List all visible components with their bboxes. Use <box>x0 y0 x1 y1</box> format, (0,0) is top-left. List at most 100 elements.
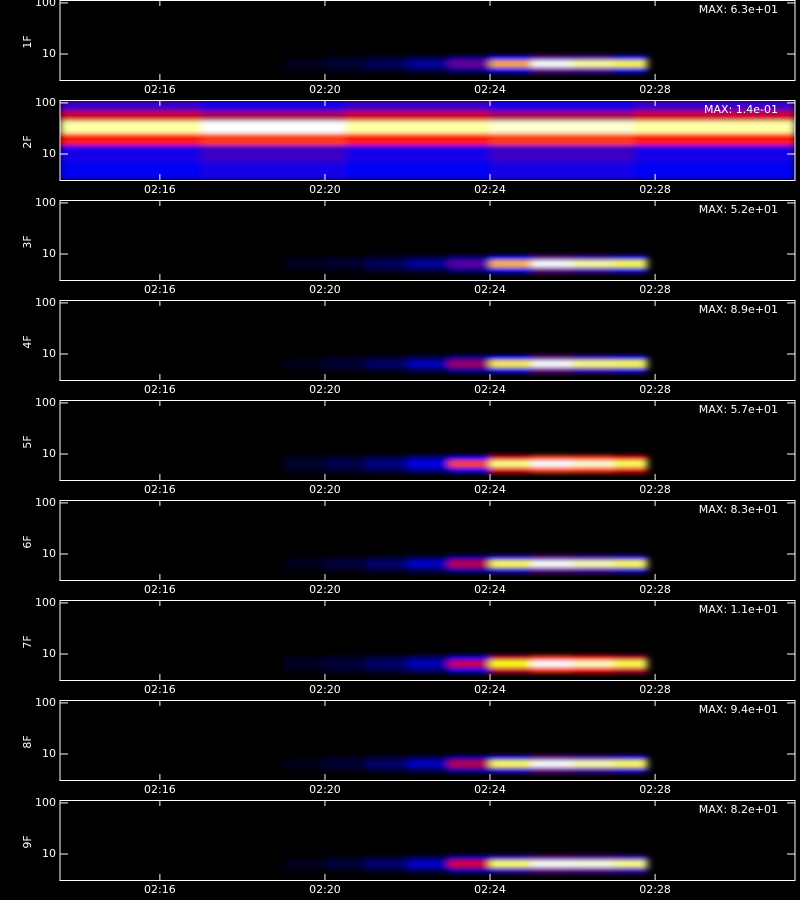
y-axis-label: 4F <box>21 335 34 348</box>
heatmap-cells <box>283 755 648 774</box>
heat-cell <box>572 67 615 74</box>
heat-cell <box>448 655 491 661</box>
heat-cell <box>407 755 450 761</box>
heat-cell <box>366 660 408 668</box>
heat-cell <box>572 355 615 361</box>
x-tick-label: 02:20 <box>309 283 341 296</box>
heat-cell <box>345 133 491 146</box>
heat-cell <box>324 460 367 468</box>
heat-cell <box>531 755 574 761</box>
heat-cell <box>324 655 367 661</box>
x-tick-label: 02:24 <box>474 383 506 396</box>
max-annotation: MAX: 8.9e+01 <box>699 303 778 316</box>
heat-cell <box>283 867 326 874</box>
heat-cell <box>345 100 491 111</box>
plot-frame <box>59 200 796 281</box>
y-tick-label: 100 <box>35 796 56 809</box>
heat-cell <box>490 555 532 561</box>
max-annotation: MAX: 1.4e-01 <box>704 103 778 116</box>
heat-cell <box>613 260 648 268</box>
x-tick-label: 02:16 <box>144 883 176 896</box>
heat-cell <box>324 660 367 668</box>
heat-cell <box>572 660 615 668</box>
x-tick-label: 02:28 <box>639 583 671 596</box>
heat-cell <box>407 555 450 561</box>
plot-frame <box>59 300 796 381</box>
y-tick-label: 100 <box>35 0 56 9</box>
heat-cell <box>448 867 491 874</box>
heat-cell <box>531 555 574 561</box>
plot-frame <box>59 700 796 781</box>
heat-cell <box>407 667 450 674</box>
heat-cell <box>572 555 615 561</box>
heat-cell <box>283 455 326 461</box>
heat-cell <box>448 555 491 561</box>
x-tick-label: 02:24 <box>474 83 506 96</box>
max-annotation: MAX: 8.2e+01 <box>699 803 778 816</box>
x-tick-label: 02:20 <box>309 883 341 896</box>
heat-cell <box>201 161 347 180</box>
panel: 02:16 02:20 02:24 02:28 10 100 5F MAX: 5.7e+01 <box>21 396 796 496</box>
heat-cell <box>283 560 326 568</box>
y-tick-label: 10 <box>42 247 56 260</box>
heat-cell <box>407 367 450 374</box>
heat-cell <box>572 255 615 261</box>
heat-cell <box>613 855 648 861</box>
heat-cell <box>407 260 450 268</box>
panel: 02:16 02:20 02:24 02:28 10 100 2F MAX: 1.4e-01 <box>21 96 796 196</box>
heat-cell <box>407 660 450 668</box>
heat-cell <box>448 660 491 668</box>
x-tick-label: 02:20 <box>309 483 341 496</box>
heat-cell <box>613 255 648 261</box>
heat-cell <box>490 255 532 261</box>
heat-cell <box>448 355 491 361</box>
heat-cell <box>324 767 367 774</box>
heat-cell <box>366 267 408 274</box>
y-tick-label: 100 <box>35 296 56 309</box>
heat-cell <box>490 667 532 674</box>
heat-cell <box>366 260 408 268</box>
heat-cell <box>490 767 532 774</box>
x-tick-label: 02:28 <box>639 83 671 96</box>
heat-cell <box>448 855 491 861</box>
heat-cell <box>613 60 648 68</box>
heat-cell <box>366 867 408 874</box>
panel: 02:16 02:20 02:24 02:28 10 100 1F MAX: 6.3e+01 <box>21 0 796 96</box>
heatmap <box>283 655 648 674</box>
heat-cell <box>490 560 532 568</box>
max-annotation: MAX: 9.4e+01 <box>699 703 778 716</box>
heat-cell <box>283 760 326 768</box>
heat-cell <box>366 367 408 374</box>
heat-cell <box>407 267 450 274</box>
heat-cell <box>613 667 648 674</box>
heat-cell <box>448 860 491 868</box>
heat-cell <box>366 760 408 768</box>
heat-cell <box>490 760 532 768</box>
heat-cell <box>531 67 574 74</box>
heat-cell <box>324 867 367 874</box>
panel: 02:16 02:20 02:24 02:28 10 100 4F MAX: 8.9e+01 <box>21 296 796 396</box>
heat-cell <box>283 60 326 68</box>
x-tick-label: 02:28 <box>639 683 671 696</box>
x-tick-label: 02:24 <box>474 883 506 896</box>
heat-cell <box>448 560 491 568</box>
heat-cell <box>366 455 408 461</box>
heat-cell <box>572 855 615 861</box>
panel: 02:16 02:20 02:24 02:28 10 100 9F MAX: 8.2e+01 <box>21 796 796 896</box>
heat-cell <box>448 760 491 768</box>
heat-cell <box>324 67 367 74</box>
heat-cell <box>490 460 532 468</box>
heat-cell <box>407 767 450 774</box>
x-tick-label: 02:28 <box>639 283 671 296</box>
heat-cell <box>366 555 408 561</box>
heat-cell <box>283 767 326 774</box>
heat-cell <box>490 267 532 274</box>
heat-cell <box>407 860 450 868</box>
y-tick-label: 100 <box>35 396 56 409</box>
heat-cell <box>572 860 615 868</box>
x-tick-label: 02:16 <box>144 83 176 96</box>
heat-cell <box>572 760 615 768</box>
heat-cell <box>366 655 408 661</box>
heat-cell <box>490 360 532 368</box>
heat-cell <box>448 267 491 274</box>
